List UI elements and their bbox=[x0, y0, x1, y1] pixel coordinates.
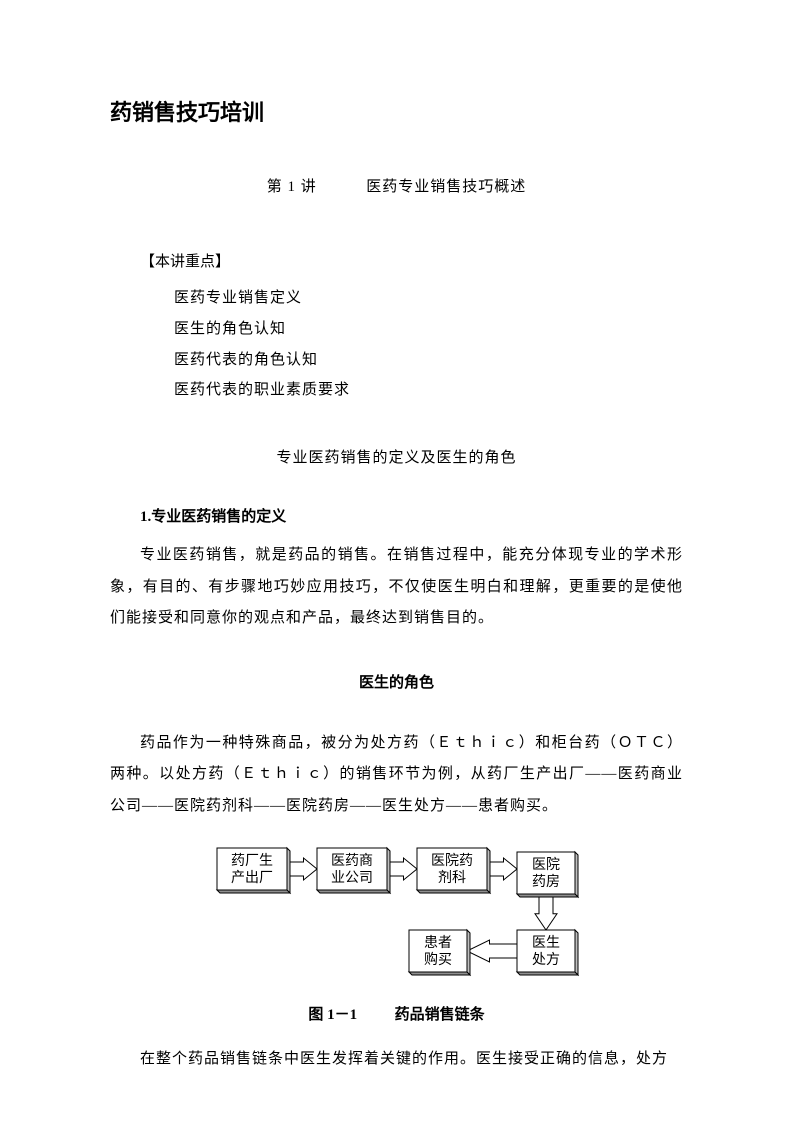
focus-item: 医药专业销售定义 bbox=[174, 283, 683, 314]
svg-text:购买: 购买 bbox=[424, 952, 452, 968]
svg-text:医药商: 医药商 bbox=[331, 853, 373, 869]
lecture-line: 第 1 讲 医药专业销售技巧概述 bbox=[110, 175, 683, 196]
svg-text:患者: 患者 bbox=[424, 935, 452, 951]
focus-list: 医药专业销售定义 医生的角色认知 医药代表的角色认知 医药代表的职业素质要求 bbox=[174, 283, 683, 406]
focus-item: 医药代表的职业素质要求 bbox=[174, 375, 683, 406]
figure-name: 药品销售链条 bbox=[395, 1007, 485, 1023]
paragraph: 在整个药品销售链条中医生发挥着关键的作用。医生接受正确的信息，处方 bbox=[110, 1044, 683, 1076]
svg-text:药房: 药房 bbox=[532, 874, 560, 890]
svg-text:业公司: 业公司 bbox=[331, 870, 373, 886]
svg-text:医生: 医生 bbox=[532, 935, 560, 951]
focus-label: 【本讲重点】 bbox=[140, 250, 683, 271]
svg-text:医院: 医院 bbox=[532, 857, 560, 873]
page-title: 药销售技巧培训 bbox=[110, 95, 683, 127]
focus-item: 医生的角色认知 bbox=[174, 314, 683, 345]
paragraph: 专业医药销售，就是药品的销售。在销售过程中，能充分体现专业的学术形象，有目的、有… bbox=[110, 540, 683, 635]
paragraph: 药品作为一种特殊商品，被分为处方药（Ｅｔｈｉｃ）和柜台药（ＯＴＣ）两种。以处方药… bbox=[110, 728, 683, 823]
figure-caption: 图 1－1 药品销售链条 bbox=[110, 1003, 683, 1024]
flowchart-diagram: 药厂生产出厂 医药商业公司 医院药剂科 医院药房医生处方 患者购买 bbox=[207, 838, 587, 983]
svg-text:处方: 处方 bbox=[532, 952, 560, 968]
focus-item: 医药代表的角色认知 bbox=[174, 345, 683, 376]
svg-text:医院药: 医院药 bbox=[431, 853, 473, 869]
subheading-bold: 医生的角色 bbox=[110, 671, 683, 692]
svg-text:剂科: 剂科 bbox=[438, 870, 466, 886]
subheading: 专业医药销售的定义及医生的角色 bbox=[110, 446, 683, 467]
svg-text:药厂生: 药厂生 bbox=[231, 853, 273, 869]
lecture-number: 第 1 讲 bbox=[267, 179, 317, 195]
figure-number: 图 1－1 bbox=[308, 1007, 357, 1023]
section-heading: 1.专业医药销售的定义 bbox=[140, 505, 683, 526]
svg-text:产出厂: 产出厂 bbox=[231, 870, 273, 886]
lecture-name: 医药专业销售技巧概述 bbox=[366, 179, 526, 195]
